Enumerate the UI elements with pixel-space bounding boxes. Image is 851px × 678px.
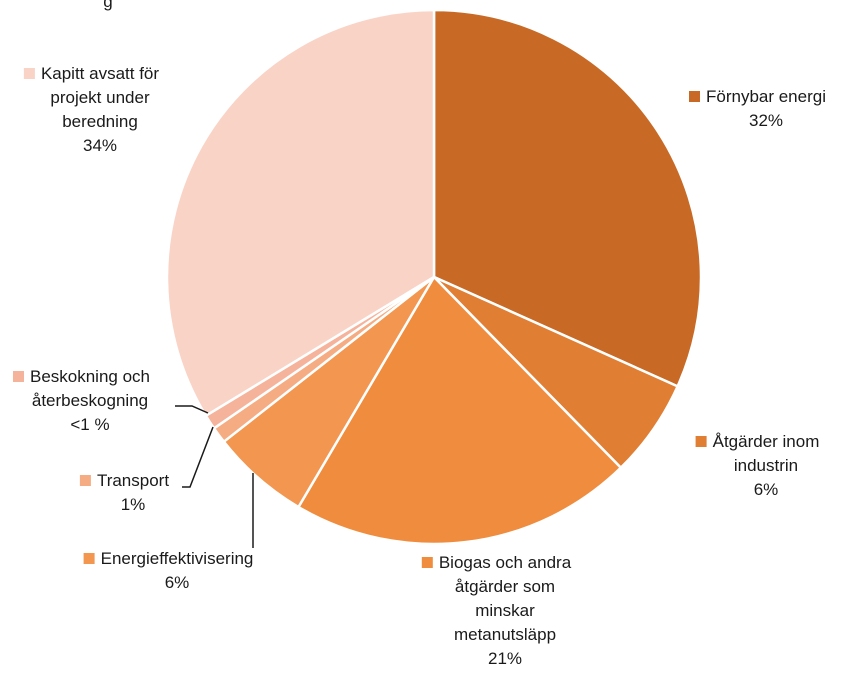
leader-line (182, 426, 214, 488)
legend-swatch (83, 553, 95, 564)
legend-swatch (421, 557, 433, 568)
pie-slices (165, 8, 703, 546)
slice-name-label: åtgärder som (455, 577, 555, 596)
legend-swatch (695, 436, 707, 447)
slice-name-label: Energieffektivisering (101, 549, 254, 568)
legend-swatch (13, 371, 24, 382)
slice-label: Förnybar energi 32% (689, 87, 826, 130)
slice-name-label: Förnybar energi (706, 87, 826, 106)
legend-swatch (79, 475, 91, 486)
pie-slice (432, 8, 703, 388)
slice-label: Biogas och andra åtgärder som minskar metan… (421, 553, 572, 668)
slice-name-label: Beskokning och (30, 367, 150, 386)
slice-value-label: 1% (121, 495, 146, 514)
legend-swatch (23, 68, 35, 79)
slice-name-label: metanutsläpp (454, 625, 556, 644)
slice-label: Åtgärder inom industrin 6% (695, 432, 820, 499)
slice-value-label: 34% (83, 136, 117, 155)
cut-off-title-fragment: g (103, 0, 112, 11)
slice-label: Energieffektivisering 6% (83, 549, 254, 592)
slice-name-label: Åtgärder inom (713, 432, 820, 451)
pie-slice (165, 8, 436, 417)
slice-value-label: <1 % (70, 415, 109, 434)
slice-value-label: 6% (165, 573, 190, 592)
slice-label: Kapitt avsatt för projekt under beredning 3… (23, 64, 159, 155)
slice-name-label: projekt under (50, 88, 150, 107)
slice-value-label: 21% (488, 649, 522, 668)
slice-name-label: minskar (475, 601, 535, 620)
slice-name-label: Biogas och andra (439, 553, 572, 572)
leader-line (175, 405, 209, 414)
leader-lines (175, 405, 254, 548)
slice-name-label: beredning (62, 112, 138, 131)
slice-name-label: industrin (734, 456, 798, 475)
slice-name-label: Kapitt avsatt för (41, 64, 159, 83)
pie-slice (297, 275, 623, 546)
slice-value-label: 32% (749, 111, 783, 130)
legend-swatch (689, 91, 700, 102)
slice-labels: Förnybar energi 32% Åtgärder inom industrin… (13, 64, 826, 668)
slice-label: Beskokning och återbeskogning <1 % (13, 367, 150, 434)
slice-value-label: 6% (754, 480, 779, 499)
slice-name-label: återbeskogning (32, 391, 148, 410)
slice-name-label: Transport (97, 471, 169, 490)
slice-label: Transport 1% (79, 471, 169, 514)
